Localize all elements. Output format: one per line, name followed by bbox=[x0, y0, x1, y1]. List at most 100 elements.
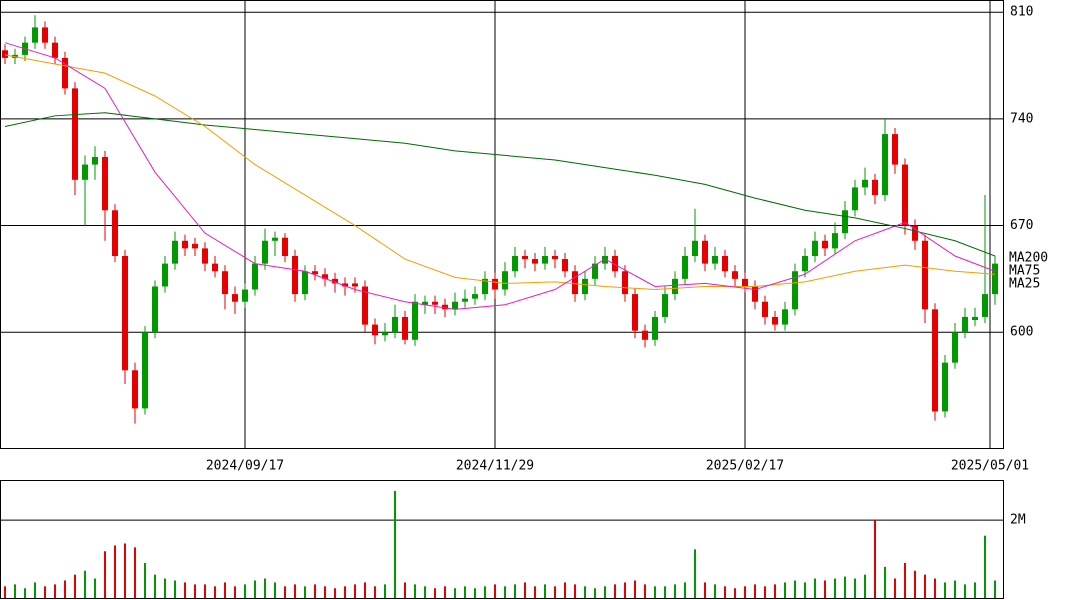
candle-body bbox=[222, 271, 228, 295]
volume-bar bbox=[104, 551, 106, 598]
volume-bar bbox=[984, 535, 986, 598]
candle-body bbox=[552, 256, 558, 260]
y-tick-label: 810 bbox=[1010, 5, 1033, 20]
candle-body bbox=[802, 256, 808, 272]
candle-body bbox=[472, 294, 478, 299]
volume-bar bbox=[504, 586, 506, 598]
candle-body bbox=[202, 248, 208, 264]
candle-body bbox=[262, 240, 268, 264]
volume-bar bbox=[334, 588, 336, 598]
candle-body bbox=[182, 240, 188, 249]
volume-bar bbox=[464, 586, 466, 598]
candle-body bbox=[142, 332, 148, 409]
volume-bar bbox=[374, 586, 376, 598]
candle-body bbox=[592, 263, 598, 279]
volume-bar bbox=[424, 586, 426, 598]
volume-bar bbox=[884, 566, 886, 598]
volume-bar bbox=[934, 578, 936, 598]
volume-bar bbox=[914, 570, 916, 598]
volume-bar bbox=[834, 578, 836, 598]
volume-bar bbox=[174, 580, 176, 598]
volume-bar bbox=[24, 588, 26, 598]
candle-body bbox=[852, 187, 858, 211]
candle-body bbox=[312, 271, 318, 275]
candle-body bbox=[672, 278, 678, 295]
volume-bar bbox=[924, 574, 926, 598]
candle-body bbox=[432, 301, 438, 305]
volume-bar bbox=[114, 545, 116, 598]
candle-body bbox=[302, 271, 308, 295]
volume-bar bbox=[434, 588, 436, 598]
volume-bar bbox=[94, 578, 96, 598]
candle-body bbox=[362, 286, 368, 325]
x-tick-label: 2025/05/01 bbox=[951, 459, 1029, 474]
volume-bar bbox=[764, 586, 766, 598]
candle-body bbox=[942, 362, 948, 412]
candle-body bbox=[602, 256, 608, 264]
volume-bar bbox=[674, 584, 676, 598]
volume-bar bbox=[474, 588, 476, 598]
candle-body bbox=[352, 283, 358, 287]
candle-body bbox=[682, 256, 688, 279]
price-frame bbox=[0, 0, 1004, 449]
candle-body bbox=[62, 57, 68, 89]
volume-bar bbox=[644, 584, 646, 598]
volume-frame bbox=[0, 480, 1004, 599]
legend-label: MA75 bbox=[1009, 264, 1040, 279]
candle-body bbox=[112, 210, 118, 256]
candle-body bbox=[792, 271, 798, 310]
candle-body bbox=[862, 179, 868, 188]
candle-body bbox=[892, 134, 898, 165]
candle-body bbox=[272, 237, 278, 241]
candle-body bbox=[462, 298, 468, 302]
volume-bar bbox=[784, 582, 786, 598]
candle-body bbox=[32, 27, 38, 43]
volume-bar bbox=[514, 584, 516, 598]
candle-body bbox=[712, 256, 718, 264]
candle-body bbox=[412, 301, 418, 340]
volume-bar bbox=[814, 578, 816, 598]
candle-body bbox=[822, 240, 828, 249]
volume-bar bbox=[584, 586, 586, 598]
candle-body bbox=[132, 370, 138, 409]
volume-bar bbox=[44, 586, 46, 598]
volume-bar bbox=[184, 582, 186, 598]
volume-bar bbox=[524, 582, 526, 598]
candle-body bbox=[662, 294, 668, 317]
candle-body bbox=[772, 316, 778, 325]
volume-bar bbox=[944, 582, 946, 598]
candle-body bbox=[402, 316, 408, 340]
volume-bar bbox=[794, 580, 796, 598]
candle-body bbox=[162, 263, 168, 287]
candle-body bbox=[482, 278, 488, 295]
volume-bar bbox=[694, 549, 696, 598]
candle-body bbox=[212, 263, 218, 272]
candle-body bbox=[372, 324, 378, 336]
volume-bar bbox=[544, 584, 546, 598]
volume-bar bbox=[824, 580, 826, 598]
volume-bar bbox=[134, 547, 136, 598]
ma-line bbox=[4, 42, 996, 310]
volume-bar bbox=[894, 578, 896, 598]
candle-body bbox=[642, 330, 648, 340]
candle-body bbox=[322, 274, 328, 279]
volume-bar bbox=[324, 586, 326, 598]
ma-line bbox=[4, 54, 996, 291]
y-tick-label: 740 bbox=[1010, 111, 1033, 126]
candle-body bbox=[102, 156, 108, 211]
volume-bar bbox=[454, 588, 456, 598]
candle-body bbox=[392, 316, 398, 333]
volume-bar bbox=[244, 584, 246, 598]
volume-bar bbox=[774, 584, 776, 598]
volume-bar bbox=[754, 584, 756, 598]
volume-bar bbox=[144, 562, 146, 598]
volume-bar bbox=[614, 584, 616, 598]
candle-body bbox=[692, 240, 698, 256]
volume-bar bbox=[384, 584, 386, 598]
y-tick-label: 670 bbox=[1010, 218, 1033, 233]
volume-bar bbox=[274, 582, 276, 598]
volume-bar bbox=[254, 580, 256, 598]
candle-body bbox=[732, 271, 738, 279]
candle-body bbox=[932, 309, 938, 412]
